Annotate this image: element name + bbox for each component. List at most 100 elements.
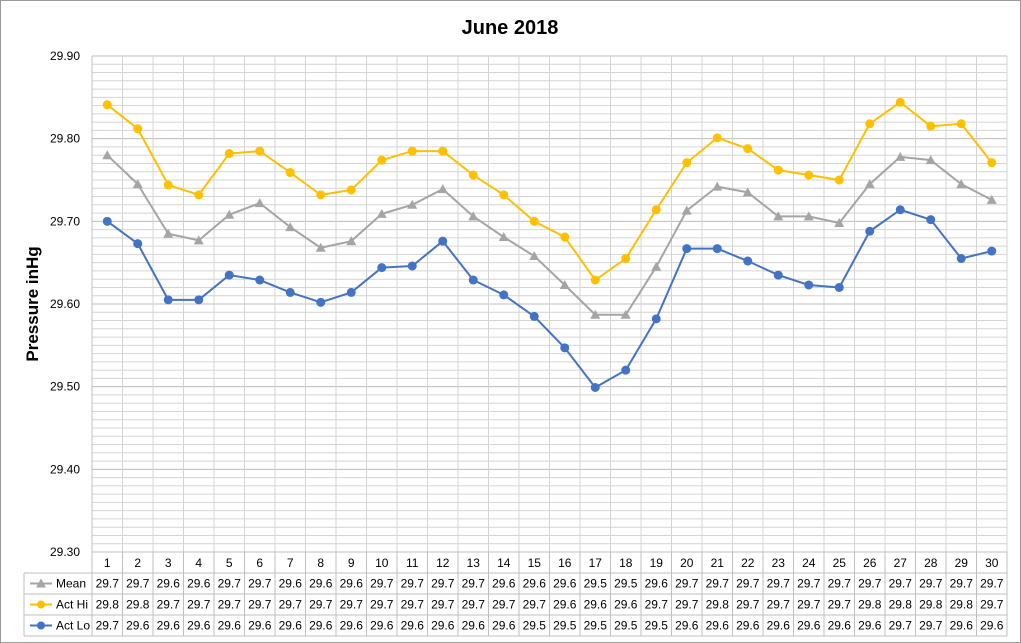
table-value: 29.6 bbox=[401, 619, 425, 633]
table-value: 29.6 bbox=[279, 577, 303, 591]
data-point bbox=[285, 287, 295, 297]
table-value: 29.7 bbox=[950, 577, 974, 591]
x-tick-label: 16 bbox=[558, 556, 572, 570]
table-value: 29.8 bbox=[889, 598, 913, 612]
table-value: 29.8 bbox=[126, 598, 150, 612]
table-value: 29.7 bbox=[431, 577, 455, 591]
x-tick-label: 11 bbox=[406, 556, 419, 570]
x-tick-label: 15 bbox=[528, 556, 542, 570]
table-value: 29.7 bbox=[157, 598, 181, 612]
x-tick-label: 7 bbox=[287, 556, 294, 570]
table-value: 29.6 bbox=[218, 619, 242, 633]
data-point bbox=[437, 184, 448, 194]
x-tick-label: 25 bbox=[833, 556, 847, 570]
table-value: 29.6 bbox=[828, 619, 852, 633]
y-tick-labels: 29.30 29.40 29.50 29.60 29.70 29.80 29.90 bbox=[50, 49, 80, 559]
data-point bbox=[376, 208, 387, 218]
legend-entry: Mean bbox=[56, 577, 86, 591]
data-point bbox=[895, 97, 905, 107]
table-value: 29.7 bbox=[919, 619, 943, 633]
table-value: 29.6 bbox=[675, 619, 699, 633]
table-value: 29.7 bbox=[401, 598, 425, 612]
data-point bbox=[651, 205, 661, 215]
x-tick-label: 30 bbox=[985, 556, 999, 570]
data-point bbox=[804, 280, 814, 290]
table-value: 29.6 bbox=[157, 619, 181, 633]
table-value: 29.7 bbox=[889, 619, 913, 633]
data-point bbox=[956, 254, 966, 264]
table-value: 29.7 bbox=[96, 619, 120, 633]
data-point bbox=[926, 215, 936, 225]
data-point bbox=[956, 119, 966, 129]
table-value: 29.6 bbox=[614, 598, 638, 612]
table-value: 29.7 bbox=[675, 598, 699, 612]
x-tick-label: 27 bbox=[894, 556, 908, 570]
table-value: 29.7 bbox=[828, 598, 852, 612]
data-point bbox=[803, 211, 814, 221]
data-point bbox=[681, 205, 692, 215]
table-value: 29.7 bbox=[126, 577, 150, 591]
data-point bbox=[712, 244, 722, 254]
table-value: 29.5 bbox=[614, 577, 638, 591]
data-point bbox=[346, 287, 356, 297]
x-tick-label: 10 bbox=[375, 556, 389, 570]
data-point bbox=[133, 239, 143, 249]
x-tick-label: 21 bbox=[711, 556, 725, 570]
data-point bbox=[773, 270, 783, 280]
x-tick-label: 13 bbox=[467, 556, 481, 570]
data-table: 1 2 3 4 5 6 7 8 9 10 11 12 13 14 15 16 17 18 19 20 21 22 23 24 2… bbox=[23, 551, 1008, 637]
table-value: 29.5 bbox=[584, 577, 608, 591]
table-value: 29.7 bbox=[980, 577, 1004, 591]
data-point bbox=[712, 133, 722, 143]
data-point bbox=[377, 263, 387, 273]
series-mean bbox=[102, 150, 997, 319]
data-point bbox=[193, 235, 204, 245]
table-value: 29.6 bbox=[279, 619, 303, 633]
table-value: 29.5 bbox=[523, 619, 547, 633]
data-point bbox=[773, 211, 784, 221]
table-value: 29.7 bbox=[797, 598, 821, 612]
table-value: 29.7 bbox=[736, 577, 760, 591]
data-point bbox=[194, 295, 204, 305]
table-value: 29.6 bbox=[370, 619, 394, 633]
table-value: 29.8 bbox=[706, 598, 730, 612]
y-tick-label: 29.40 bbox=[50, 462, 80, 476]
table-value: 29.8 bbox=[858, 598, 882, 612]
table-value: 29.7 bbox=[736, 598, 760, 612]
table-value: 29.7 bbox=[523, 598, 547, 612]
series-act-lo bbox=[102, 205, 997, 392]
data-point bbox=[926, 121, 936, 131]
data-point bbox=[224, 270, 234, 280]
data-point bbox=[315, 242, 326, 252]
x-tick-label: 12 bbox=[436, 556, 450, 570]
table-value: 29.7 bbox=[645, 598, 669, 612]
table-value: 29.6 bbox=[248, 619, 272, 633]
table-value: 29.7 bbox=[462, 598, 486, 612]
table-value: 29.6 bbox=[950, 619, 974, 633]
data-point bbox=[834, 175, 844, 185]
data-point bbox=[590, 382, 600, 392]
data-point bbox=[438, 146, 448, 156]
table-value: 29.6 bbox=[340, 577, 364, 591]
data-point bbox=[895, 151, 906, 161]
data-point bbox=[987, 158, 997, 168]
data-point bbox=[529, 311, 539, 321]
table-value: 29.6 bbox=[706, 619, 730, 633]
data-point bbox=[346, 236, 357, 246]
table-value: 29.6 bbox=[492, 619, 516, 633]
table-value: 29.8 bbox=[96, 598, 120, 612]
data-point bbox=[560, 343, 570, 353]
table-value: 29.7 bbox=[797, 577, 821, 591]
data-point bbox=[529, 216, 539, 226]
data-point bbox=[377, 155, 387, 165]
series-line bbox=[106, 154, 993, 316]
x-tick-label: 1 bbox=[104, 556, 111, 570]
data-point bbox=[559, 279, 570, 289]
data-point bbox=[682, 158, 692, 168]
data-point bbox=[773, 165, 783, 175]
table-value: 29.6 bbox=[523, 577, 547, 591]
series-line bbox=[106, 101, 993, 282]
table-value: 29.6 bbox=[309, 577, 333, 591]
data-point bbox=[743, 256, 753, 266]
x-tick-label: 14 bbox=[497, 556, 511, 570]
